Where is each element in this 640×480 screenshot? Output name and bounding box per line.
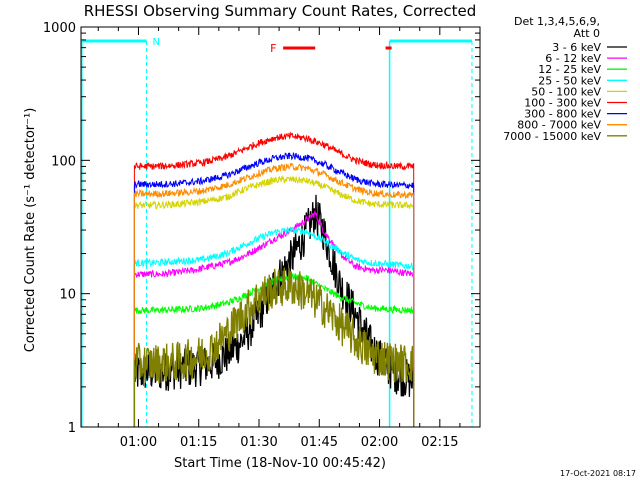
legend-label-4: 50 - 100 keV bbox=[531, 85, 601, 98]
x-tick-label-1: 01:15 bbox=[180, 435, 217, 450]
legend-label-7: 800 - 7000 keV bbox=[517, 119, 601, 132]
legend-label-2: 12 - 25 keV bbox=[538, 63, 601, 76]
legend-label-5: 100 - 300 keV bbox=[524, 97, 601, 110]
series-layer bbox=[133, 131, 415, 427]
x-tick-label-2: 01:30 bbox=[240, 435, 277, 450]
legend-header-0: Det 1,3,4,5,6,9, bbox=[514, 15, 600, 28]
y-tick-label-0: 1 bbox=[68, 421, 76, 436]
y-tick-label-2: 100 bbox=[51, 154, 76, 169]
plot-frame bbox=[80, 26, 481, 428]
series-line-8 bbox=[133, 267, 415, 427]
x-axis-label: Start Time (18-Nov-10 00:45:42) bbox=[174, 456, 386, 471]
legend-header-1: Att 0 bbox=[574, 27, 600, 40]
legend-label-1: 6 - 12 keV bbox=[545, 52, 601, 65]
flag-label-0: N bbox=[152, 37, 159, 48]
x-tick-label-0: 01:00 bbox=[120, 435, 157, 450]
y-axis: 1 10 100 1000 bbox=[43, 21, 480, 436]
series-line-5 bbox=[133, 131, 415, 427]
x-tick-label-3: 01:45 bbox=[301, 435, 338, 450]
legend-label-6: 300 - 800 keV bbox=[524, 108, 601, 121]
legend-label-0: 3 - 6 keV bbox=[552, 41, 601, 54]
y-tick-label-1: 10 bbox=[59, 288, 76, 303]
series-line-1 bbox=[133, 209, 415, 427]
y-axis-label: Corrected Count Rate (s⁻¹ detector⁻¹) bbox=[23, 108, 38, 353]
legend-label-3: 25 - 50 keV bbox=[538, 74, 601, 87]
footer-timestamp: 17-Oct-2021 08:17 bbox=[560, 469, 636, 478]
x-axis: 01:00 01:15 01:30 01:45 02:00 02:15 bbox=[97, 27, 461, 450]
legend-label-8: 7000 - 15000 keV bbox=[503, 130, 601, 143]
chart-title: RHESSI Observing Summary Count Rates, Co… bbox=[84, 2, 477, 20]
flare-label-0: F bbox=[270, 42, 276, 55]
series-line-6 bbox=[133, 152, 415, 427]
x-tick-label-4: 02:00 bbox=[361, 435, 398, 450]
series-line-4 bbox=[133, 175, 415, 427]
series-line-7 bbox=[133, 162, 415, 427]
x-tick-label-5: 02:15 bbox=[421, 435, 458, 450]
series-line-3 bbox=[133, 225, 415, 427]
y-tick-label-3: 1000 bbox=[43, 21, 76, 36]
